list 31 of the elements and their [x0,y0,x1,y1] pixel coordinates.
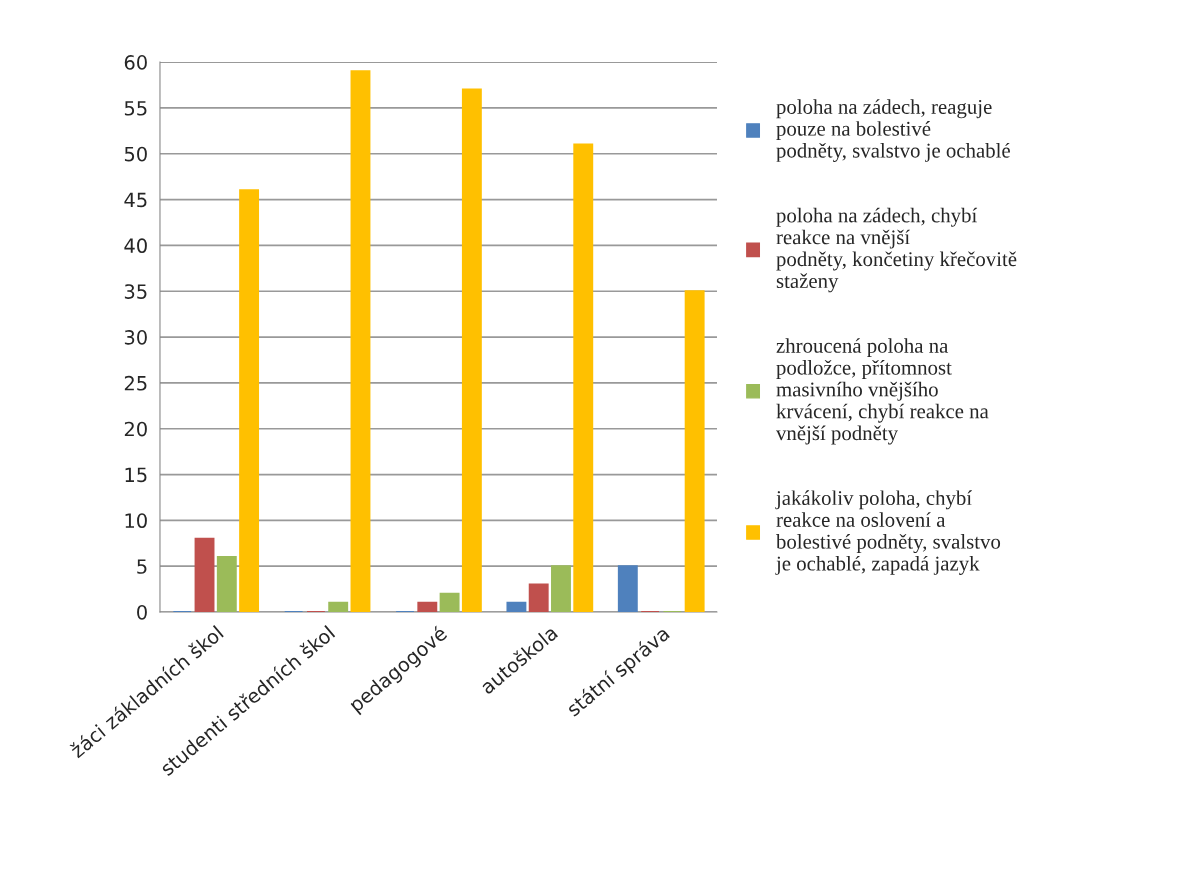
y-tick-label: 15 [125,467,147,483]
y-tick-label: 55 [124,101,147,116]
bar [350,70,371,613]
y-tick-label: 30 [124,330,147,345]
bar [417,601,438,613]
y-tick-label: 40 [124,238,147,254]
bar [194,537,215,613]
bar [617,565,638,613]
y-tick-label: 10 [125,513,147,529]
bar [573,143,594,613]
y-tick-label: 0 [137,604,147,620]
bar [506,601,527,613]
y-tick-label: 50 [124,146,147,162]
legend-label: jakákoliv poloha, chybí reakce na oslovení a bolestivé podněty, svalstvo je ochablé, zapadá jazyk [775,490,1001,575]
y-tick-label: 45 [124,192,147,208]
bar [328,601,349,613]
y-tick-label: 20 [124,421,147,437]
bar [216,556,237,613]
legend-label: poloha na zádech, reaguje pouze na bolestivé podněty, svalstvo je ochablé [776,99,1010,162]
y-tick-label: 5 [137,559,147,574]
y-tick-label: 60 [124,55,147,70]
bar [684,290,705,613]
bar [528,583,549,613]
y-tick-label: 25 [124,375,147,391]
bar [239,189,260,613]
bar [551,565,571,613]
legend-label: poloha na zádech, chybí reakce na vnější podněty, končetiny křečovitě staženy [776,207,1017,293]
y-tick-label: 35 [124,284,147,299]
legend-label: zhroucená poloha na podložce, přítomnost masivního vnějšího krvácení, chybí reakce na vnější podněty [775,338,989,445]
bar [461,88,482,613]
bar [439,592,460,613]
